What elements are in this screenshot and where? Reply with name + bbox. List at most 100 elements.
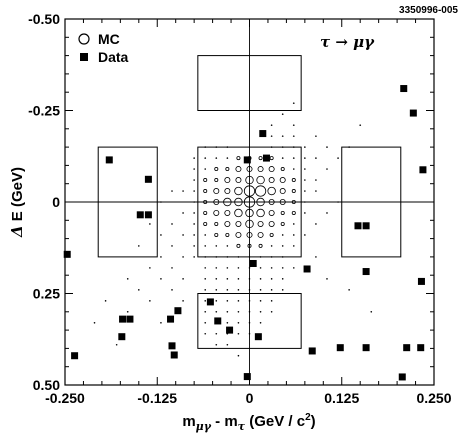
- mc-point: [292, 267, 295, 269]
- mc-point: [149, 267, 151, 269]
- mc-point: [259, 256, 262, 258]
- mc-point: [270, 146, 273, 148]
- data-series: [63, 85, 427, 381]
- mc-point: [315, 190, 317, 192]
- mc-point: [304, 146, 306, 148]
- mc-circle: [213, 188, 220, 195]
- y-tick-label: 0: [52, 194, 60, 210]
- data-point: [398, 373, 406, 381]
- mc-circle: [213, 198, 220, 205]
- mc-point: [270, 135, 273, 137]
- legend-data-marker: [80, 53, 88, 61]
- mc-point: [126, 278, 129, 280]
- mc-point: [182, 190, 184, 192]
- mc-point: [248, 267, 251, 269]
- mc-circle: [257, 220, 264, 227]
- data-point: [336, 344, 344, 352]
- mc-point: [248, 311, 251, 313]
- data-point: [243, 373, 251, 381]
- mc-point: [160, 256, 162, 258]
- mc-point: [315, 256, 317, 258]
- data-point: [144, 175, 152, 183]
- mc-circle: [235, 177, 242, 184]
- mc-circle: [268, 220, 275, 227]
- mc-point: [204, 146, 207, 148]
- data-point: [136, 211, 144, 219]
- mc-point: [215, 311, 218, 313]
- mc-circle: [224, 177, 231, 184]
- mc-circle: [236, 243, 241, 248]
- mc-point: [292, 245, 295, 247]
- mc-circle: [246, 231, 253, 238]
- x-tick-label: -0.125: [137, 390, 177, 406]
- data-point: [254, 333, 262, 341]
- mc-point: [226, 278, 229, 280]
- mc-point: [270, 278, 273, 280]
- mc-point: [193, 234, 195, 236]
- data-point: [243, 156, 251, 164]
- mc-point: [226, 311, 229, 313]
- mc-point: [215, 256, 218, 258]
- mc-point: [215, 245, 218, 247]
- mc-point: [326, 212, 328, 214]
- sideband-lower-box: [197, 293, 302, 349]
- mc-point: [259, 321, 262, 324]
- mc-point: [226, 321, 229, 324]
- mc-circle: [245, 219, 254, 229]
- mc-point: [182, 300, 184, 302]
- mc-point: [193, 256, 195, 258]
- y-tick-label: -0.50: [28, 11, 60, 27]
- mc-circle: [235, 220, 242, 227]
- mc-circle: [234, 208, 243, 218]
- data-point: [419, 166, 427, 174]
- data-point: [354, 222, 362, 230]
- mc-circle: [223, 197, 232, 207]
- data-point: [144, 211, 152, 219]
- mc-circle: [213, 209, 220, 216]
- mc-point: [337, 201, 339, 203]
- data-point: [126, 315, 134, 323]
- x-tick-label: 0.125: [324, 390, 359, 406]
- mc-circle: [235, 231, 242, 238]
- data-point: [119, 315, 127, 323]
- mc-circle: [214, 221, 219, 226]
- data-point: [168, 342, 176, 350]
- mc-point: [292, 168, 295, 170]
- mc-point: [182, 278, 184, 280]
- mc-point: [215, 146, 218, 148]
- mc-point: [226, 343, 229, 346]
- legend-mc-label: MC: [98, 31, 120, 47]
- mc-point: [182, 234, 184, 236]
- mc-point: [237, 267, 240, 269]
- mc-point: [359, 124, 362, 126]
- mc-circle: [256, 175, 265, 185]
- mc-point: [281, 157, 284, 159]
- mc-point: [204, 300, 207, 302]
- mc-point: [304, 168, 306, 170]
- data-point: [174, 307, 182, 315]
- mc-point: [237, 354, 240, 357]
- mc-point: [248, 300, 251, 302]
- legend-data-label: Data: [98, 49, 129, 65]
- data-point: [362, 344, 370, 352]
- mc-point: [193, 212, 195, 214]
- mc-point: [226, 289, 229, 291]
- mc-point: [226, 300, 229, 302]
- mc-point: [315, 135, 317, 137]
- data-point: [362, 222, 370, 230]
- mc-point: [270, 245, 273, 247]
- mc-point: [215, 157, 218, 159]
- data-point: [362, 268, 370, 276]
- mc-point: [215, 289, 218, 291]
- mc-point: [281, 146, 284, 148]
- mc-point: [248, 256, 251, 258]
- mc-circle: [243, 196, 256, 208]
- mc-point: [193, 157, 195, 159]
- mc-point: [270, 300, 273, 302]
- mc-point: [204, 234, 207, 236]
- mc-point: [193, 245, 195, 247]
- mc-point: [204, 267, 207, 269]
- mc-circle: [280, 167, 285, 172]
- mc-circle: [225, 167, 230, 172]
